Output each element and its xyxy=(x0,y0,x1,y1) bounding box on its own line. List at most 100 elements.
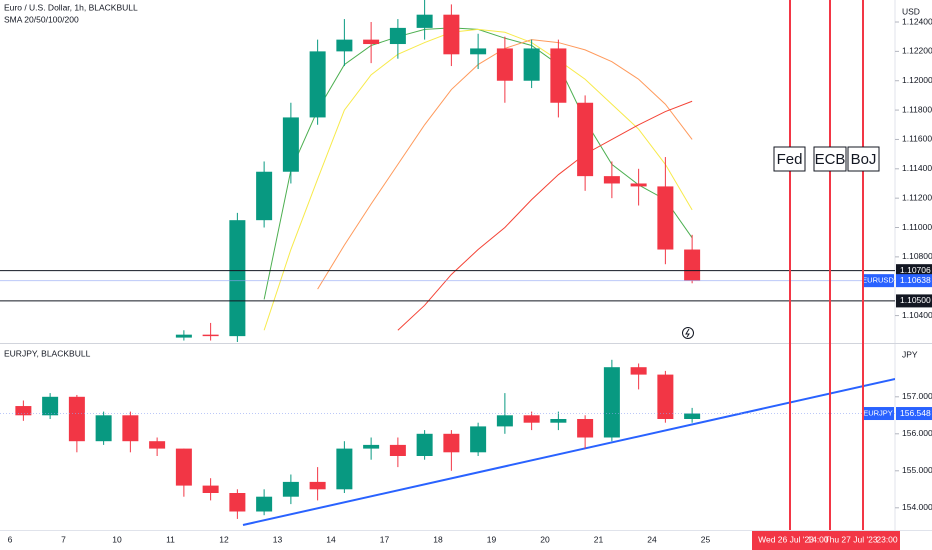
last-price-label: 1.10638 xyxy=(900,275,931,285)
x-tick-label: 12 xyxy=(219,534,229,544)
candle-body xyxy=(282,481,299,497)
candle-body xyxy=(389,444,406,456)
x-tick-label: 7 xyxy=(61,534,66,544)
event-label: BoJ xyxy=(851,151,877,168)
symbol-tag xyxy=(862,274,894,288)
candle-body xyxy=(229,220,246,337)
candle-body xyxy=(336,448,353,490)
symbol-label: EURJPY xyxy=(863,409,893,418)
candle-body xyxy=(657,374,674,419)
event-time-band xyxy=(752,531,900,550)
y-tick-label: 1.11800 xyxy=(902,104,932,114)
event-box xyxy=(847,146,880,172)
event-label: ECB xyxy=(815,151,846,168)
last-price-label: 156.548 xyxy=(900,408,931,418)
event-time: 14:00 xyxy=(807,534,829,544)
candle-body xyxy=(443,433,460,453)
event-box xyxy=(813,146,847,172)
axis-unit: JPY xyxy=(902,349,918,359)
sma-line xyxy=(397,100,693,331)
candle-body xyxy=(470,48,487,55)
candle-body xyxy=(657,186,674,250)
chart-title: Euro / U.S. Dollar, 1h, BLACKBULL xyxy=(4,2,138,12)
x-tick-label: 20 xyxy=(540,534,550,544)
candle-body xyxy=(309,481,326,490)
x-tick-label: 24 xyxy=(647,534,657,544)
candle-body xyxy=(443,14,460,55)
candle-body xyxy=(363,444,380,449)
y-tick-label: 157.000 xyxy=(902,391,932,401)
trend-line xyxy=(242,378,895,526)
y-tick-label: 1.11200 xyxy=(902,192,932,202)
y-tick-label: 155.000 xyxy=(902,465,932,475)
top-pane xyxy=(0,0,895,342)
candle-body xyxy=(363,39,380,45)
candle-body xyxy=(603,176,620,184)
candle-body xyxy=(523,48,540,81)
candle-body xyxy=(523,415,540,423)
candle-body xyxy=(577,419,594,438)
x-tick-label: 17 xyxy=(380,534,390,544)
x-tick-label: 19 xyxy=(487,534,497,544)
candle-body xyxy=(256,171,273,221)
x-tick-label: 14 xyxy=(326,534,336,544)
x-tick-label: 25 xyxy=(701,534,711,544)
lightning-glyph xyxy=(685,328,690,338)
y-tick-label: 1.11400 xyxy=(902,163,932,173)
candle-body xyxy=(684,249,701,281)
event-box xyxy=(773,146,806,172)
candle-body xyxy=(603,367,620,438)
lightning-icon[interactable] xyxy=(682,327,694,339)
candle-body xyxy=(550,48,567,103)
candle-body xyxy=(282,117,299,172)
candle-body xyxy=(122,415,139,442)
x-tick-label: 10 xyxy=(112,534,122,544)
y-tick-label: 154.000 xyxy=(902,502,932,512)
candle-body xyxy=(202,485,219,493)
candle-body xyxy=(550,419,567,423)
y-tick-label: 1.10800 xyxy=(902,251,932,261)
axis-unit: USD xyxy=(902,6,920,16)
candle-body xyxy=(175,448,192,486)
event-label: Fed xyxy=(777,151,803,168)
price-line-label: 1.10500 xyxy=(900,295,931,305)
y-tick-label: 1.12000 xyxy=(902,75,932,85)
price-line-tag xyxy=(896,264,932,278)
x-tick-label: 6 xyxy=(8,534,13,544)
y-tick-label: 1.11600 xyxy=(902,134,932,144)
last-price-tag xyxy=(896,407,932,421)
last-price-tag xyxy=(896,274,932,288)
candle-body xyxy=(416,14,433,28)
symbol-label: EURUSD xyxy=(862,276,894,285)
price-line-tag xyxy=(896,294,932,308)
event-time: Thu 27 Jul '23 xyxy=(824,534,877,544)
x-tick-label: 18 xyxy=(433,534,443,544)
x-tick-label: 21 xyxy=(594,534,604,544)
candle-body xyxy=(389,27,406,45)
event-time: Wed 26 Jul '23 xyxy=(758,534,814,544)
x-tick-label: 11 xyxy=(166,534,175,544)
candle-body xyxy=(149,441,166,449)
indicator-label: SMA 20/50/100/200 xyxy=(4,14,79,24)
candle-body xyxy=(68,396,85,442)
candle-body xyxy=(577,102,594,177)
y-tick-label: 156.000 xyxy=(902,428,932,438)
candle-body xyxy=(684,413,701,419)
y-tick-label: 1.12400 xyxy=(902,16,932,26)
y-tick-label: 1.10400 xyxy=(902,310,932,320)
candle-body xyxy=(630,183,647,187)
candle-body xyxy=(336,39,353,52)
axes: 6 7 10 11 12 13 14 17 18 19 20 21 24 25 1.12400 1.12200… xyxy=(8,16,932,544)
event-time: 23:00 xyxy=(876,534,898,544)
candle-body xyxy=(496,415,513,427)
price-line-label: 1.10706 xyxy=(900,265,931,275)
sma-line xyxy=(263,28,693,331)
x-tick-label: 13 xyxy=(273,534,283,544)
symbol-tag xyxy=(862,407,894,421)
candle-body xyxy=(15,406,32,416)
candle-body xyxy=(229,493,246,512)
y-tick-label: 1.12200 xyxy=(902,46,932,56)
candle-body xyxy=(42,396,59,416)
candle-body xyxy=(175,334,192,338)
